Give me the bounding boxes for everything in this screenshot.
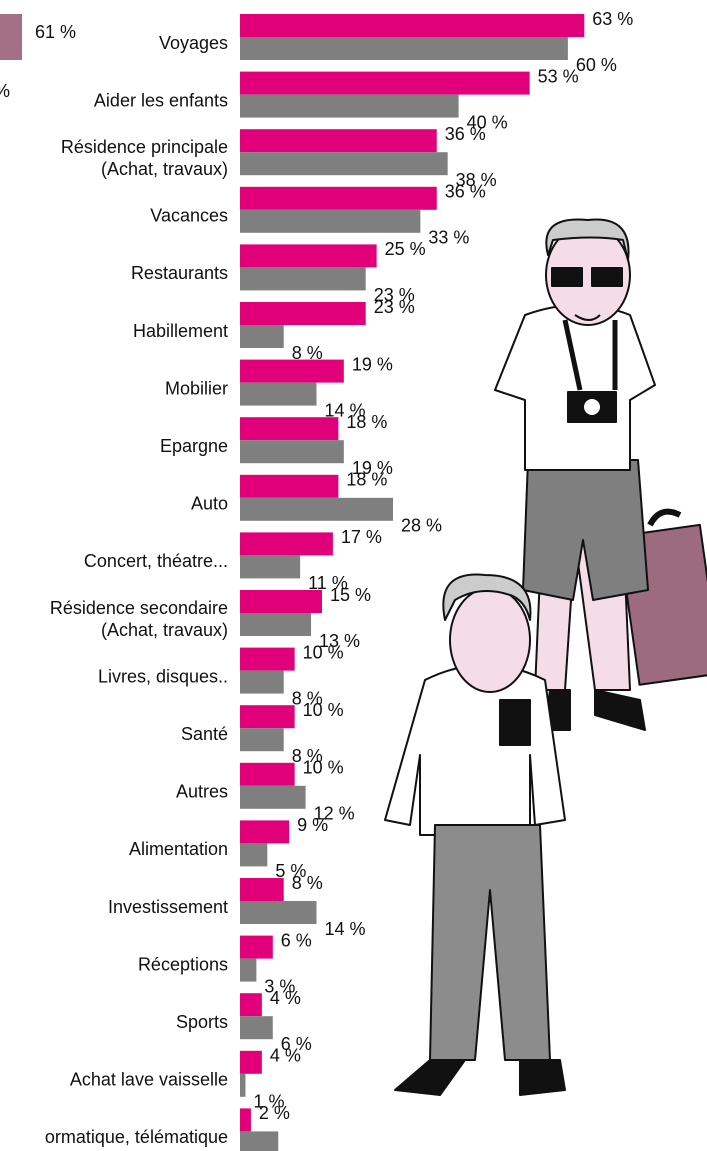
category-label: Alimentation — [129, 839, 228, 859]
category-label: Investissement — [108, 897, 228, 917]
value-label: 36 % — [445, 124, 486, 144]
bar — [240, 325, 284, 348]
value-label: 10 % — [303, 758, 344, 778]
bar — [240, 244, 377, 267]
category-label: Réceptions — [138, 954, 228, 974]
bar — [240, 705, 295, 728]
bar — [240, 959, 256, 982]
bar — [240, 210, 420, 233]
annotation: % — [0, 81, 10, 101]
value-label: 60 % — [576, 55, 617, 75]
value-label: 10 % — [303, 642, 344, 662]
bar — [240, 728, 284, 751]
bar — [240, 613, 311, 636]
category-label: Sports — [176, 1012, 228, 1032]
category-label: Vacances — [150, 206, 228, 226]
value-label: 6 % — [281, 930, 312, 950]
bar — [240, 936, 273, 959]
category-label: Autres — [176, 782, 228, 802]
value-label: 36 % — [445, 182, 486, 202]
category-label: Auto — [191, 494, 228, 514]
bar — [240, 37, 568, 60]
value-label: 9 % — [297, 815, 328, 835]
bar — [240, 72, 530, 95]
value-label: 25 % — [385, 239, 426, 259]
category-label: ormatique, télématique — [45, 1127, 228, 1147]
bar — [240, 1108, 251, 1131]
category-label: Achat lave vaisselle — [70, 1070, 228, 1090]
bar — [240, 671, 284, 694]
bar — [240, 993, 262, 1016]
bar — [240, 383, 317, 406]
category-label: Concert, théatre... — [84, 551, 228, 571]
bar — [240, 1131, 278, 1151]
value-label: 15 % — [330, 585, 371, 605]
value-label: 18 % — [346, 470, 387, 490]
category-label: Résidence secondaire(Achat, travaux) — [50, 598, 228, 640]
bar — [240, 901, 317, 924]
bar — [240, 648, 295, 671]
value-label: 53 % — [538, 66, 579, 86]
bar — [240, 95, 459, 118]
bar — [240, 440, 344, 463]
value-label: 63 % — [592, 9, 633, 29]
bar — [240, 590, 322, 613]
bar — [240, 360, 344, 383]
bar — [240, 1016, 273, 1039]
bar — [240, 152, 448, 175]
value-label: 2 % — [259, 1103, 290, 1123]
bar — [240, 1074, 245, 1097]
value-label: 4 % — [270, 988, 301, 1008]
bar — [240, 475, 338, 498]
value-label: 17 % — [341, 527, 382, 547]
category-label: Mobilier — [165, 378, 228, 398]
bar — [240, 1051, 262, 1074]
category-label: Livres, disques.. — [98, 666, 228, 686]
bar — [240, 532, 333, 555]
bar — [240, 820, 289, 843]
bar — [240, 417, 338, 440]
bar — [240, 129, 437, 152]
bar — [240, 14, 584, 37]
category-label: Epargne — [160, 436, 228, 456]
value-label: 4 % — [270, 1046, 301, 1066]
category-label: Restaurants — [131, 263, 228, 283]
bar — [240, 302, 366, 325]
annotation: 61 % — [35, 22, 76, 42]
chart: 61 %% Voyages 63 % 60 % Aider les enfants 53 … — [0, 0, 707, 1151]
value-label: 18 % — [346, 412, 387, 432]
bar — [240, 843, 267, 866]
bar — [240, 498, 393, 521]
bar — [240, 786, 306, 809]
category-label: Aider les enfants — [94, 90, 228, 110]
category-label: Santé — [181, 724, 228, 744]
bar — [240, 763, 295, 786]
category-label: Résidence principale(Achat, travaux) — [61, 137, 228, 179]
bar — [240, 555, 300, 578]
bar — [240, 267, 366, 290]
bar — [240, 187, 437, 210]
value-label: 23 % — [374, 297, 415, 317]
value-label: 19 % — [352, 354, 393, 374]
category-label: Habillement — [133, 321, 228, 341]
legend-swatch — [0, 14, 22, 60]
value-label: 8 % — [292, 873, 323, 893]
value-label: 28 % — [401, 516, 442, 536]
value-label: 14 % — [325, 919, 366, 939]
bar — [240, 878, 284, 901]
category-label: Voyages — [159, 33, 228, 53]
value-label: 33 % — [428, 228, 469, 248]
value-label: 10 % — [303, 700, 344, 720]
